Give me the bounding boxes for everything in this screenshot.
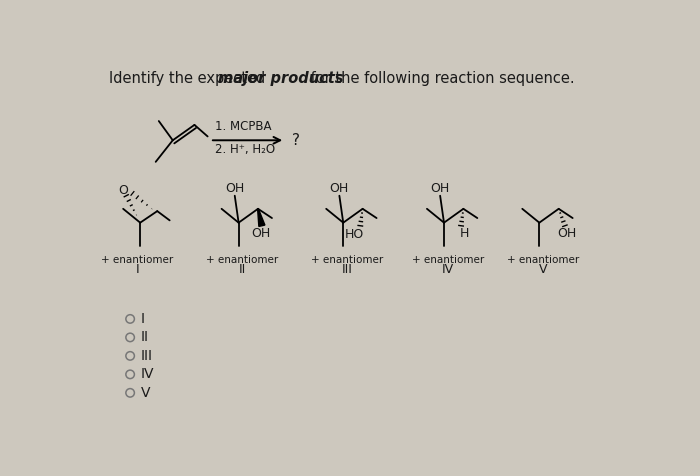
- Text: OH: OH: [251, 227, 271, 240]
- Text: H: H: [460, 227, 470, 240]
- Text: I: I: [141, 312, 145, 326]
- Text: OH: OH: [330, 182, 349, 195]
- Text: + enantiomer: + enantiomer: [311, 255, 384, 265]
- Text: V: V: [539, 264, 547, 277]
- Text: + enantiomer: + enantiomer: [412, 255, 484, 265]
- Text: O: O: [118, 184, 128, 197]
- Text: OH: OH: [556, 227, 576, 240]
- Text: Identify the expected: Identify the expected: [109, 71, 270, 86]
- Text: 2. H⁺, H₂O: 2. H⁺, H₂O: [216, 143, 276, 156]
- Text: III: III: [141, 349, 153, 363]
- Text: + enantiomer: + enantiomer: [507, 255, 580, 265]
- Text: IV: IV: [141, 367, 155, 381]
- Text: III: III: [342, 264, 353, 277]
- Text: I: I: [135, 264, 139, 277]
- Polygon shape: [258, 208, 265, 227]
- Text: for the following reaction sequence.: for the following reaction sequence.: [306, 71, 575, 86]
- Text: OH: OH: [225, 182, 244, 195]
- Text: II: II: [141, 330, 149, 345]
- Text: HO: HO: [345, 228, 365, 241]
- Text: 1. MCPBA: 1. MCPBA: [216, 119, 272, 133]
- Text: V: V: [141, 386, 150, 400]
- Text: + enantiomer: + enantiomer: [206, 255, 279, 265]
- Text: II: II: [239, 264, 246, 277]
- Text: ?: ?: [292, 133, 300, 148]
- Text: major products: major products: [218, 71, 343, 86]
- Text: OH: OH: [430, 182, 449, 195]
- Text: + enantiomer: + enantiomer: [101, 255, 173, 265]
- Text: IV: IV: [442, 264, 454, 277]
